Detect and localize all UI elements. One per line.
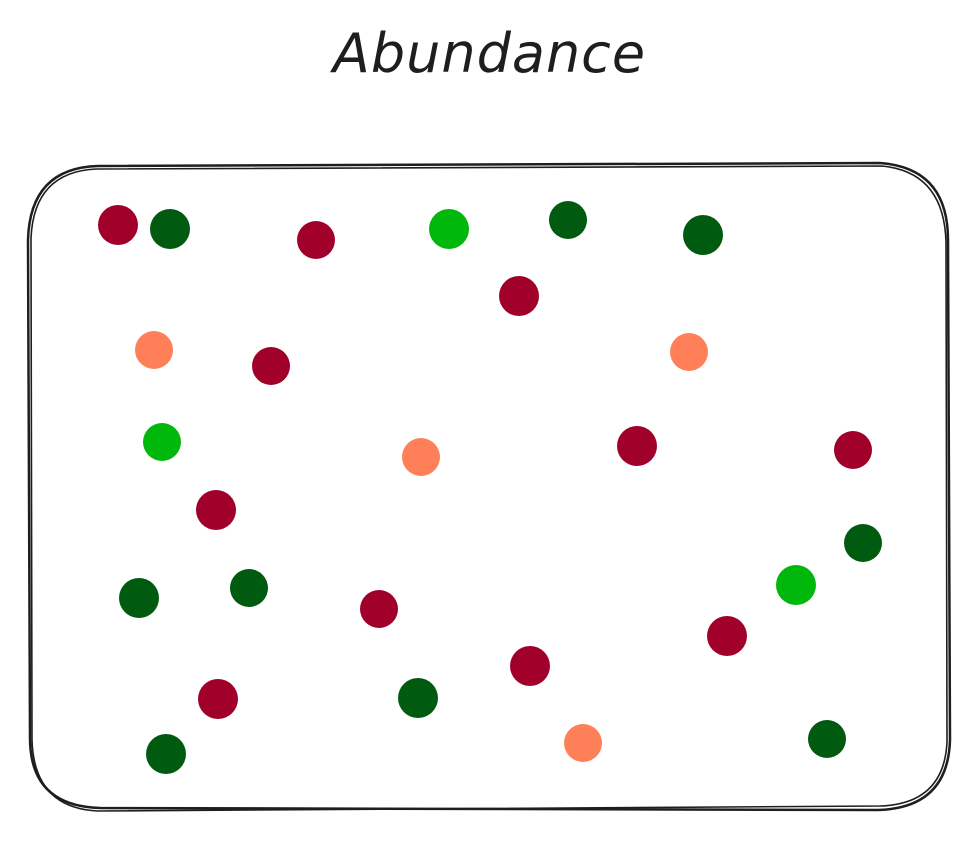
dot-dark-green — [146, 734, 186, 774]
dot-dark-red — [252, 347, 290, 385]
dot-dark-red — [499, 276, 539, 316]
dot-dark-green — [549, 201, 587, 239]
dot-dark-green — [150, 209, 190, 249]
dot-dark-green — [230, 569, 268, 607]
container-box — [26, 161, 952, 812]
dot-dark-red — [510, 646, 550, 686]
dot-coral — [564, 724, 602, 762]
dot-dark-red — [707, 616, 747, 656]
dots-layer — [98, 201, 882, 774]
dot-coral — [402, 438, 440, 476]
dot-coral — [670, 333, 708, 371]
dot-dark-red — [98, 205, 138, 245]
dot-dark-red — [198, 679, 238, 719]
dot-dark-red — [196, 490, 236, 530]
dot-dark-red — [297, 221, 335, 259]
dot-bright-green — [776, 565, 816, 605]
dot-dark-red — [360, 590, 398, 628]
dot-dark-green — [808, 720, 846, 758]
dot-bright-green — [429, 209, 469, 249]
dot-dark-red — [834, 431, 872, 469]
diagram-title: Abundance — [332, 22, 647, 85]
dot-dark-green — [119, 578, 159, 618]
dot-dark-green — [844, 524, 882, 562]
dot-coral — [135, 331, 173, 369]
dot-dark-red — [617, 426, 657, 466]
dot-dark-green — [398, 678, 438, 718]
dot-dark-green — [683, 215, 723, 255]
dot-bright-green — [143, 423, 181, 461]
